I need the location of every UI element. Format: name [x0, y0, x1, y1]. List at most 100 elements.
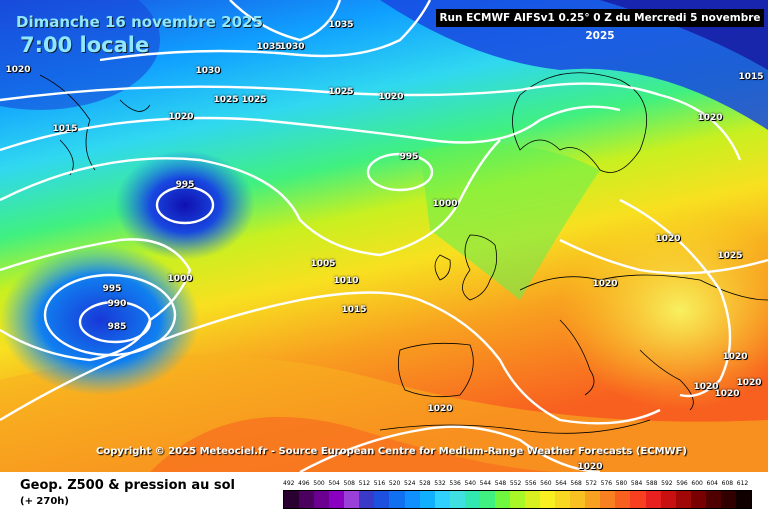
legend-swatch	[464, 491, 480, 508]
legend-value: 524	[404, 480, 416, 487]
legend-swatch	[419, 491, 435, 508]
legend-value: 512	[358, 480, 371, 487]
legend-value: 540	[464, 480, 476, 487]
legend-value: 532	[434, 480, 446, 487]
isobar-label: 1020	[693, 382, 719, 392]
model-run-info: Run ECMWF AIFSv1 0.25° 0 Z du Mercredi 5…	[436, 9, 764, 42]
legend-swatch	[630, 491, 646, 508]
legend-value: 500	[313, 480, 325, 487]
legend-value: 556	[525, 480, 537, 487]
low-northwest	[0, 0, 160, 110]
forecast-date: Dimanche 16 novembre 2025	[16, 13, 263, 31]
legend-value: 496	[298, 480, 310, 487]
isobar-label: 1015	[52, 124, 78, 134]
isobars	[0, 0, 768, 472]
low-north	[115, 150, 255, 260]
legend-value: 588	[646, 480, 658, 487]
high-europe	[560, 210, 768, 410]
isobar-label: 1005	[310, 259, 336, 269]
legend-swatch	[479, 491, 495, 508]
isobar-label: 1025	[717, 251, 743, 261]
legend-swatch	[705, 491, 721, 508]
lead-time: (+ 270h)	[20, 496, 69, 507]
legend-value: 612	[736, 480, 749, 487]
color-legend: 492 496 500 504 508 512 516 520 524 528 532 536 540 5…	[283, 480, 752, 509]
forecast-time: 7:00 locale	[20, 33, 150, 57]
legend-swatch	[735, 491, 751, 508]
isobar-label: 990	[107, 299, 127, 309]
legend-swatch	[389, 491, 405, 508]
hot-region	[150, 416, 560, 472]
cold-region	[380, 0, 768, 130]
isobar-label: 1020	[722, 352, 748, 362]
legend-swatch	[720, 491, 736, 508]
legend-value: 516	[373, 480, 386, 487]
legend-value: 528	[419, 480, 431, 487]
isobar-label: 995	[175, 180, 195, 190]
legend-swatch	[284, 491, 300, 508]
legend-swatch	[555, 491, 571, 508]
isobar-label: 1020	[577, 462, 603, 472]
isobar-label: 1035	[328, 20, 354, 30]
legend-value: 548	[494, 480, 507, 487]
legend-swatch	[509, 491, 525, 508]
legend-value: 608	[721, 480, 734, 487]
isobar-label: 1030	[279, 42, 305, 52]
isobar-label: 995	[399, 152, 419, 162]
legend-swatch	[525, 491, 541, 508]
legend-swatch	[660, 491, 676, 508]
legend-swatch	[675, 491, 691, 508]
legend-value: 504	[328, 480, 340, 487]
legend-swatch	[600, 491, 616, 508]
isobar-label: 1025	[241, 95, 267, 105]
legend-swatch	[299, 491, 315, 508]
legend-value: 584	[630, 480, 643, 487]
isobar-label: 1010	[333, 276, 359, 286]
isobar-label: 1000	[167, 274, 193, 284]
legend-value: 508	[343, 480, 355, 487]
legend-swatch	[359, 491, 375, 508]
legend-labels: 492 496 500 504 508 512 516 520 524 528 532 536 540 5…	[283, 480, 752, 490]
legend-swatch	[645, 491, 661, 508]
isobar-label: 1025	[213, 95, 239, 105]
isobar-label: 1020	[5, 65, 31, 75]
coastlines	[39, 72, 768, 434]
legend-swatch	[344, 491, 360, 508]
legend-value: 552	[509, 480, 522, 487]
legend-swatch	[404, 491, 420, 508]
isobar-label: 1035	[256, 42, 282, 52]
legend-value: 544	[479, 480, 492, 487]
legend-value: 492	[283, 480, 295, 487]
isobar-label: 985	[107, 322, 127, 332]
legend-swatch	[434, 491, 450, 508]
legend-value: 560	[540, 480, 552, 487]
legend-value: 592	[661, 480, 673, 487]
field-title: Geop. Z500 & pression au sol	[20, 478, 235, 493]
legend-value: 580	[615, 480, 628, 487]
legend-swatch	[690, 491, 706, 508]
legend-value: 604	[706, 480, 718, 487]
map-canvas	[0, 0, 768, 472]
legend-bar	[283, 490, 752, 509]
isobar-label: 1020	[592, 279, 618, 289]
legend-value: 568	[570, 480, 582, 487]
legend-value: 600	[691, 480, 703, 487]
legend-swatch	[374, 491, 390, 508]
legend-value: 572	[585, 480, 597, 487]
isobar-label: 1020	[736, 378, 762, 388]
legend-swatch	[449, 491, 465, 508]
legend-swatch	[329, 491, 345, 508]
legend-swatch	[314, 491, 330, 508]
isobar-label: 1030	[195, 66, 221, 76]
isobar-label: 1015	[341, 305, 367, 315]
low-south	[0, 245, 200, 395]
copyright-notice: Copyright © 2025 Meteociel.fr - Source E…	[96, 446, 687, 457]
isobar-label: 1020	[697, 113, 723, 123]
isobar-label: 1000	[432, 199, 458, 209]
legend-swatch	[615, 491, 631, 508]
isobar-label: 1020	[714, 389, 740, 399]
legend-value: 536	[449, 480, 461, 487]
isobar-label: 1015	[738, 72, 764, 82]
legend-swatch	[570, 491, 586, 508]
legend-value: 576	[600, 480, 613, 487]
